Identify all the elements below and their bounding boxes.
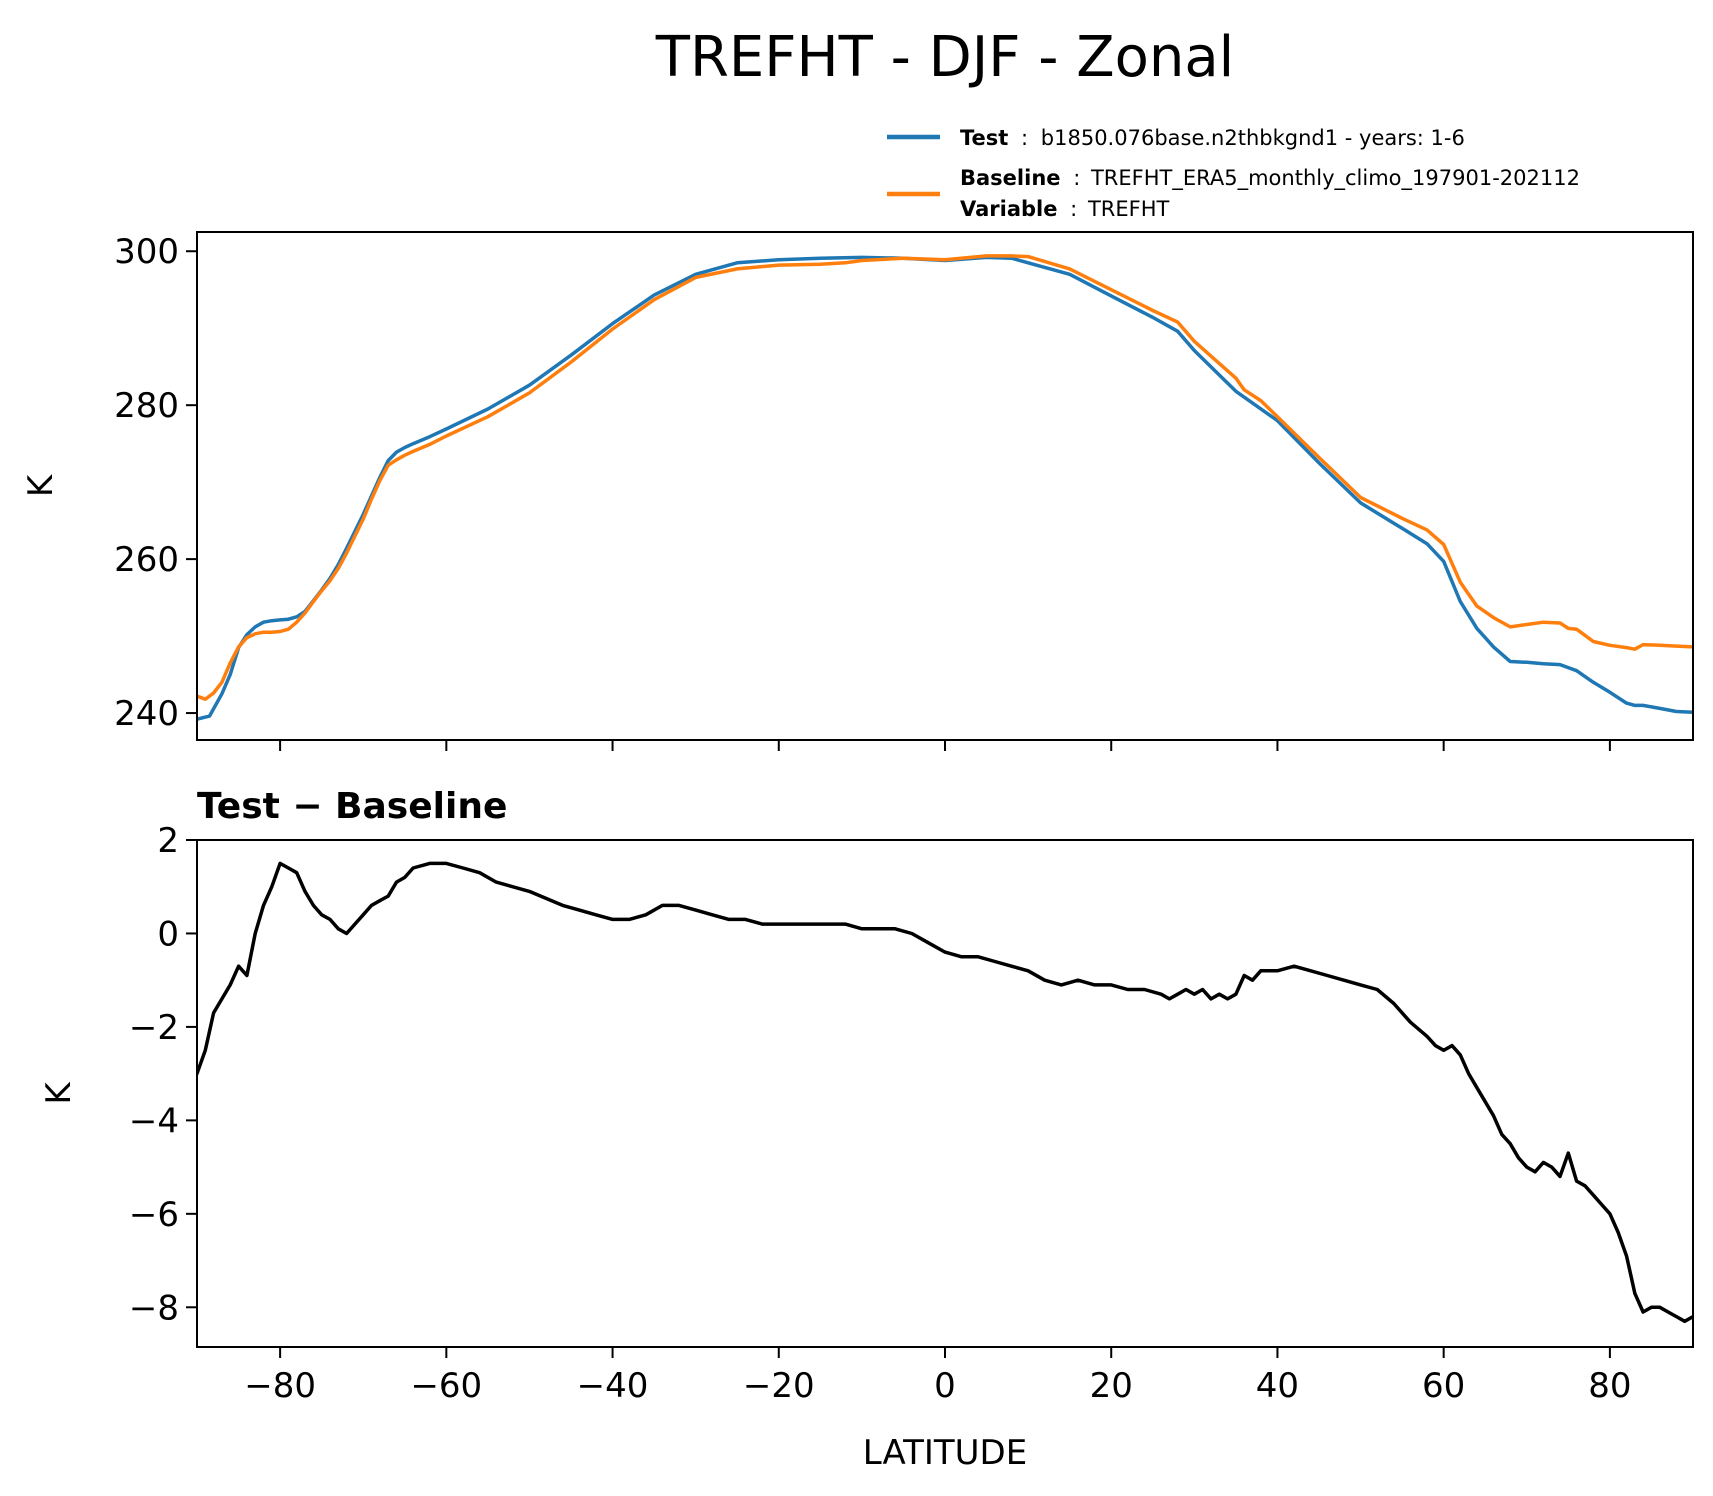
legend-entry-baseline: Baseline : TREFHT_ERA5_monthly_climo_197… [960,166,1580,191]
legend-test-value: b1850.076base.n2thbkgnd1 - years: 1-6 [1041,126,1465,150]
legend-variable-key: Variable [960,197,1057,221]
bottom-y-tick-label: −4 [129,1101,179,1141]
bottom-panel: Test − Baseline 20−2−4−6−8 −80 −60 −40 −20 0… [39,786,1694,1473]
bottom-y-ticks: 2 0 −2 −4 −6 −8 [129,821,197,1328]
top-y-axis-label: K [21,473,61,497]
top-y-tick-label: 300 [114,232,179,272]
bottom-y-tick-label: 0 [157,914,179,954]
legend-test-sep: : [1021,126,1028,150]
top-y-tick-label: 260 [114,540,179,580]
x-tick-label: 0 [934,1366,956,1406]
x-tick-label: −40 [577,1366,649,1406]
bottom-y-tick-label: −2 [129,1008,179,1048]
bottom-y-tick-label: −6 [129,1195,179,1235]
top-series-line-baseline [197,254,1693,701]
bottom-plot-frame [196,839,1694,1348]
bottom-y-tick-label: 2 [157,821,179,861]
legend-variable-value: TREFHT [1087,197,1170,221]
top-y-ticks: 240 260 280 300 [114,232,197,734]
legend-entry-variable: Variable : TREFHT [960,197,1169,221]
x-tick-label: 20 [1090,1366,1133,1406]
x-axis-label: LATITUDE [863,1433,1027,1473]
top-panel: 240 260 280 300 K [21,231,1694,751]
x-tick-label: 80 [1588,1366,1631,1406]
bottom-panel-title: Test − Baseline [197,786,507,827]
top-plot-frame [196,231,1694,741]
figure-title: TREFHT - DJF - Zonal [655,25,1234,90]
x-tick-label: 40 [1256,1366,1299,1406]
x-tick-label: −20 [743,1366,815,1406]
x-tick-label: −80 [244,1366,316,1406]
bottom-y-tick-label: −8 [129,1288,179,1328]
legend-entry-test: Test : b1850.076base.n2thbkgnd1 - years:… [960,126,1465,150]
legend-baseline-key: Baseline [960,166,1061,190]
top-y-tick-label: 280 [114,386,179,426]
top-series-group [197,254,1693,721]
legend-variable-sep: : [1070,197,1077,221]
bottom-series-line-test-baseline [197,861,1693,1324]
x-tick-label: 60 [1422,1366,1465,1406]
legend-baseline-value: TREFHT_ERA5_monthly_climo_197901-202112 [1090,166,1580,191]
legend: Test : b1850.076base.n2thbkgnd1 - years:… [887,126,1580,221]
bottom-x-ticks: −80 −60 −40 −20 0 20 40 60 80 [244,1347,1632,1406]
top-series-line-test [197,255,1693,721]
top-y-tick-label: 240 [114,694,179,734]
legend-baseline-sep: : [1073,166,1080,190]
bottom-series-group [197,861,1693,1324]
top-x-ticks [279,740,1611,751]
bottom-y-axis-label: K [39,1081,79,1105]
x-tick-label: −60 [410,1366,482,1406]
legend-test-key: Test [960,126,1008,150]
